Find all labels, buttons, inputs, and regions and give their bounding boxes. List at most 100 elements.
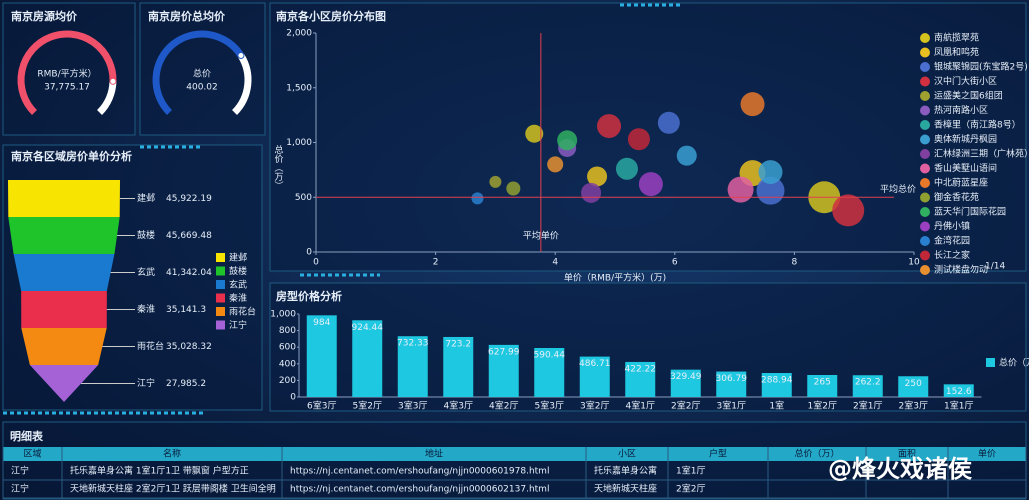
legend-label: 汇林绿洲三期（广林苑） bbox=[934, 148, 1029, 160]
legend-swatch bbox=[920, 33, 930, 43]
column-header: 区域 bbox=[23, 448, 41, 460]
bar bbox=[579, 356, 610, 397]
table-cell: https://nj.centanet.com/ershoufang/njjn0… bbox=[290, 485, 549, 495]
bubble bbox=[547, 156, 564, 173]
value-label: 27,985.2 bbox=[166, 379, 206, 389]
bubble bbox=[727, 176, 754, 203]
legend-label: 中北蔚蓝星座 bbox=[934, 177, 988, 189]
category-label: 江宁 bbox=[137, 377, 155, 389]
legend-page[interactable]: 1/14 bbox=[985, 262, 1005, 272]
legend-swatch bbox=[920, 178, 930, 188]
bar bbox=[352, 320, 383, 397]
bubble bbox=[581, 182, 602, 203]
legend-swatch bbox=[986, 358, 995, 367]
table-cell: 天地新城天柱座 2室2厅1卫 跃层带阁楼 卫生间全明 bbox=[70, 483, 276, 495]
x-tick-label: 10 bbox=[908, 258, 920, 268]
x-tick-label: 2 bbox=[433, 258, 439, 268]
bar bbox=[534, 347, 565, 397]
legend-label: 香山美墅山语间 bbox=[934, 162, 997, 174]
y-tick-label: 500 bbox=[295, 193, 312, 203]
legend-label: 蓝天华门国际花园 bbox=[934, 206, 1006, 218]
bar bbox=[898, 376, 929, 397]
x-tick-label: 6 bbox=[672, 258, 678, 268]
x-tick-label: 3室1厅 bbox=[717, 400, 746, 412]
legend-label: 雨花台 bbox=[229, 306, 256, 318]
gauge-label: 总价 bbox=[193, 68, 211, 80]
legend-swatch bbox=[216, 307, 225, 316]
value-label: 732.33 bbox=[397, 339, 429, 349]
value-label: 984 bbox=[313, 318, 330, 328]
x-tick-label: 3室3厅 bbox=[398, 400, 427, 412]
value-label: 306.79 bbox=[716, 374, 748, 384]
column-header: 户型 bbox=[709, 448, 727, 460]
chart-title: 南京房源均价 bbox=[11, 9, 78, 23]
gauge-label: RMB/平方米） bbox=[37, 68, 96, 80]
bubble bbox=[506, 181, 521, 196]
legend-label: 南航揽翠苑 bbox=[934, 32, 979, 44]
legend-label: 江宁 bbox=[229, 319, 247, 331]
category-label: 鼓楼 bbox=[137, 229, 155, 241]
chart-title: 南京房价总均价 bbox=[148, 9, 226, 23]
legend-swatch bbox=[216, 266, 225, 276]
bubble bbox=[489, 175, 502, 188]
y-axis-title: 总价（万） bbox=[273, 144, 284, 190]
legend-label: 香樟里（南江路8号） bbox=[934, 119, 1021, 131]
funnel-segment bbox=[21, 328, 107, 365]
chart-title: 南京各小区房价分布图 bbox=[276, 9, 386, 23]
bubble bbox=[615, 157, 638, 180]
x-tick-label: 2室3厅 bbox=[899, 400, 928, 412]
funnel-segment bbox=[13, 254, 115, 291]
x-tick-label: 1室1厅 bbox=[944, 400, 973, 412]
x-tick-label: 2室1厅 bbox=[853, 400, 882, 412]
bar bbox=[761, 373, 792, 397]
bubble bbox=[676, 145, 697, 166]
bar bbox=[943, 384, 974, 397]
legend-swatch bbox=[920, 236, 930, 246]
legend-swatch bbox=[920, 207, 930, 217]
gauge-value-label: 400.02 bbox=[186, 83, 218, 93]
legend-swatch bbox=[920, 91, 930, 101]
column-header: 总价（万） bbox=[794, 448, 839, 460]
x-tick-label: 2室2厅 bbox=[671, 400, 700, 412]
bar bbox=[716, 371, 747, 397]
bubble bbox=[597, 114, 622, 139]
column-header: 名称 bbox=[163, 448, 181, 460]
legend-swatch bbox=[920, 105, 930, 116]
table-header bbox=[3, 447, 1026, 461]
x-tick-label: 5室2厅 bbox=[353, 400, 382, 412]
legend-label: 金湾花园 bbox=[934, 235, 970, 247]
table-cell: https://nj.centanet.com/ershoufang/njjn0… bbox=[290, 467, 549, 477]
value-label: 35,141.3 bbox=[166, 305, 206, 315]
value-label: 590.44 bbox=[534, 350, 566, 360]
value-label: 45,669.48 bbox=[166, 231, 212, 241]
funnel-segment bbox=[21, 291, 107, 328]
legend-swatch bbox=[216, 280, 225, 289]
column-header: 地址 bbox=[425, 448, 443, 460]
table-cell: 托乐嘉单身公寓 1室1厅1卫 带飘窗 户型方正 bbox=[70, 465, 249, 477]
legend-label: 御金香花苑 bbox=[934, 191, 979, 203]
x-tick-label: 1室 bbox=[769, 400, 784, 412]
chart-title: 房型价格分析 bbox=[276, 289, 342, 303]
column-header: 面积 bbox=[898, 448, 916, 460]
legend-label: 测试楼盘勿动 bbox=[934, 264, 988, 276]
table-cell: 2室2厅 bbox=[676, 483, 705, 495]
bubble bbox=[471, 192, 484, 205]
category-label: 秦淮 bbox=[137, 303, 155, 315]
value-label: 45,922.19 bbox=[166, 194, 212, 204]
y-tick-label: 2,000 bbox=[286, 29, 312, 39]
gauge-pointer bbox=[109, 77, 117, 85]
reference-label: 平均单价 bbox=[523, 230, 559, 242]
y-tick-label: 0 bbox=[306, 248, 312, 258]
y-tick-label: 1,500 bbox=[286, 83, 312, 93]
x-tick-label: 6室3厅 bbox=[307, 400, 336, 412]
gauge-pointer bbox=[237, 52, 245, 60]
y-tick-label: 0 bbox=[290, 393, 296, 403]
legend-label: 银城聚锦园(东宝路2号) bbox=[934, 61, 1028, 73]
value-label: 723.2 bbox=[445, 339, 471, 349]
bubble bbox=[740, 92, 765, 117]
legend-label: 总价（万） bbox=[999, 357, 1029, 369]
value-label: 250 bbox=[905, 379, 922, 389]
value-label: 924.44 bbox=[352, 323, 384, 333]
legend-label: 运盛美之国6组团 bbox=[934, 90, 1003, 102]
